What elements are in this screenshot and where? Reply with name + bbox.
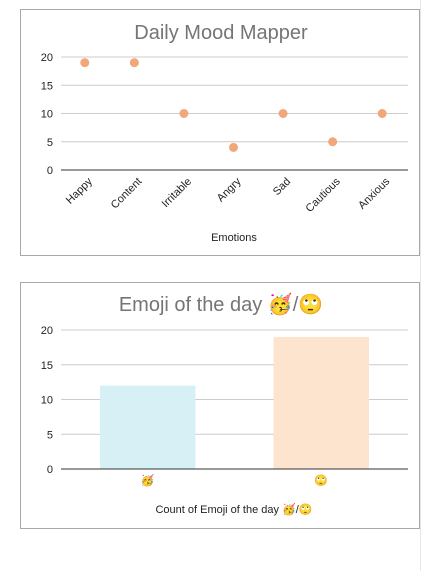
y-tick-label: 20: [41, 52, 53, 64]
chart-title: Daily Mood Mapper: [134, 22, 308, 44]
bars: [61, 336, 408, 470]
x-tick-label: 🙄: [314, 474, 328, 487]
y-tick-label: 20: [41, 325, 53, 337]
x-tick-label: 🥳: [141, 473, 155, 487]
y-tick-labels: 0 5 10 15 20: [41, 325, 53, 476]
bar: [100, 385, 196, 469]
x-tick-label: Happy: [64, 175, 95, 206]
data-point: [278, 109, 288, 118]
y-tick-label: 0: [47, 464, 53, 476]
data-points: [80, 58, 387, 152]
mood-chart-card: Daily Mood Mapper 0 5 10 15 20 Happy Content I…: [20, 9, 420, 256]
mood-scatter-chart: Daily Mood Mapper 0 5 10 15 20 Happy Content I…: [41, 22, 408, 244]
x-tick-label: Anxious: [356, 175, 393, 212]
x-tick-label: Angry: [215, 175, 244, 204]
y-tick-label: 0: [47, 165, 53, 177]
y-tick-label: 15: [41, 360, 53, 372]
y-tick-label: 10: [41, 109, 53, 121]
x-tick-label: Content: [109, 176, 145, 212]
bar: [273, 336, 369, 469]
page-edge-divider: [420, 0, 421, 571]
x-tick-labels: Happy Content Irritable Angry Sad Cautious Anx…: [64, 175, 393, 215]
emoji-chart-card: Emoji of the day 🥳/🙄 0 5 10 15 20 🥳 🙄 Count o…: [20, 282, 420, 529]
x-tick-label: Sad: [271, 176, 293, 198]
x-tick-label: Cautious: [304, 175, 344, 215]
data-point: [377, 109, 387, 118]
x-tick-labels: 🥳 🙄: [141, 473, 328, 487]
y-tick-label: 5: [47, 137, 53, 149]
y-tick-labels: 0 5 10 15 20: [41, 52, 53, 177]
y-tick-label: 15: [41, 80, 53, 92]
x-tick-label: Irritable: [160, 176, 194, 210]
x-axis-label: Emotions: [211, 232, 257, 244]
data-point: [129, 58, 139, 68]
x-axis-label: Count of Emoji of the day 🥳/🙄: [155, 502, 312, 516]
chart-title: Emoji of the day 🥳/🙄: [119, 292, 323, 316]
gridlines: [61, 56, 408, 171]
data-point: [328, 137, 338, 147]
data-point: [229, 142, 238, 152]
data-point: [80, 58, 90, 68]
data-point: [179, 109, 189, 118]
y-tick-label: 5: [47, 429, 53, 441]
y-tick-label: 10: [41, 395, 53, 407]
